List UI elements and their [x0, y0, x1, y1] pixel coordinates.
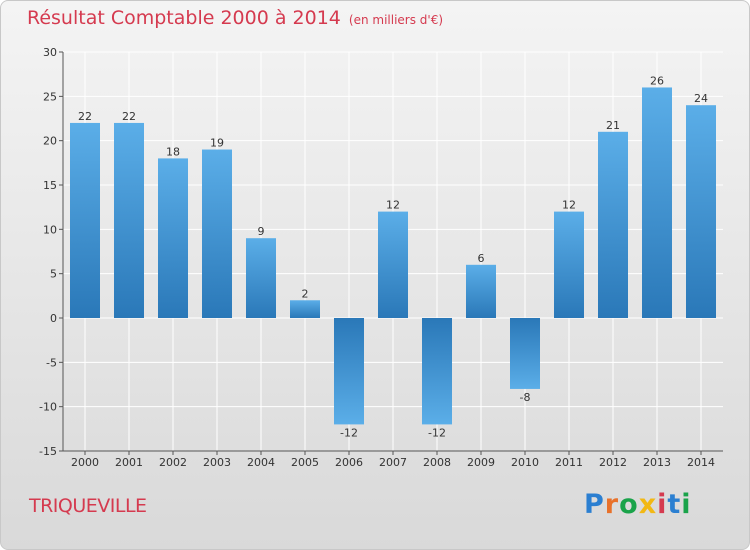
bar-2011 — [554, 211, 584, 318]
data-label-2011: 12 — [562, 199, 576, 212]
x-tick-label-2007: 2007 — [379, 456, 407, 469]
x-tick-label-2004: 2004 — [247, 456, 275, 469]
bar-2010 — [510, 318, 540, 389]
data-label-2002: 18 — [166, 145, 180, 158]
bar-2014 — [686, 105, 716, 318]
data-label-2007: 12 — [386, 199, 400, 212]
data-label-2000: 22 — [78, 110, 92, 123]
data-label-2001: 22 — [122, 110, 136, 123]
y-tick-label: -15 — [39, 445, 57, 458]
logo-letter: x — [638, 489, 658, 520]
x-tick-label-2009: 2009 — [467, 456, 495, 469]
data-label-2010: -8 — [520, 391, 531, 404]
logo-letter: i — [657, 489, 668, 520]
data-label-2004: 9 — [258, 225, 265, 238]
y-tick-label: 15 — [43, 179, 57, 192]
y-tick-label: 0 — [50, 312, 57, 325]
x-tick-label-2012: 2012 — [599, 456, 627, 469]
bar-2005 — [290, 300, 320, 318]
logo-letter: i — [681, 489, 692, 520]
y-tick-label: 25 — [43, 90, 57, 103]
x-tick-label-2013: 2013 — [643, 456, 671, 469]
x-tick-label-2001: 2001 — [115, 456, 143, 469]
x-tick-label-2003: 2003 — [203, 456, 231, 469]
y-tick-label: -10 — [39, 401, 57, 414]
x-tick-label-2010: 2010 — [511, 456, 539, 469]
bar-2002 — [158, 158, 188, 318]
bar-2004 — [246, 238, 276, 318]
commune-name: TRIQUEVILLE — [29, 495, 147, 517]
bar-2001 — [114, 122, 144, 318]
bar-2008 — [422, 318, 452, 425]
data-label-2009: 6 — [478, 252, 485, 265]
proxiti-logo[interactable]: Proxiti — [584, 489, 692, 520]
data-label-2006: -12 — [340, 426, 358, 439]
bar-2009 — [466, 264, 496, 318]
y-tick-label: 30 — [43, 46, 57, 59]
bar-2000 — [70, 122, 100, 318]
logo-letter: P — [584, 489, 605, 520]
data-label-2014: 24 — [694, 92, 708, 105]
bar-2012 — [598, 131, 628, 318]
data-label-2008: -12 — [428, 426, 446, 439]
y-tick-label: 10 — [43, 223, 57, 236]
chart-subtitle: (en milliers d'€) — [348, 13, 444, 27]
x-tick-label-2011: 2011 — [555, 456, 583, 469]
logo-letter: t — [667, 489, 682, 520]
y-tick-label: 5 — [50, 268, 57, 281]
x-tick-label-2005: 2005 — [291, 456, 319, 469]
y-tick-label: -5 — [46, 356, 57, 369]
title-text: Résultat Comptable 2000 à 2014 — [27, 7, 341, 29]
data-label-2005: 2 — [302, 287, 309, 300]
chart-title: Résultat Comptable 2000 à 2014 (en millie… — [27, 7, 443, 29]
x-tick-label-2002: 2002 — [159, 456, 187, 469]
data-label-2012: 21 — [606, 119, 620, 132]
bar-2013 — [642, 87, 672, 318]
data-label-2003: 19 — [210, 137, 224, 150]
x-tick-label-2006: 2006 — [335, 456, 363, 469]
logo-letter: o — [619, 489, 639, 520]
x-tick-label-2000: 2000 — [71, 456, 99, 469]
x-tick-label-2014: 2014 — [687, 456, 715, 469]
bar-2007 — [378, 211, 408, 318]
bar-2006 — [334, 318, 364, 425]
y-tick-label: 20 — [43, 135, 57, 148]
x-tick-label-2008: 2008 — [423, 456, 451, 469]
logo-letter: r — [604, 489, 620, 520]
bar-2003 — [202, 149, 232, 318]
data-label-2013: 26 — [650, 74, 664, 87]
